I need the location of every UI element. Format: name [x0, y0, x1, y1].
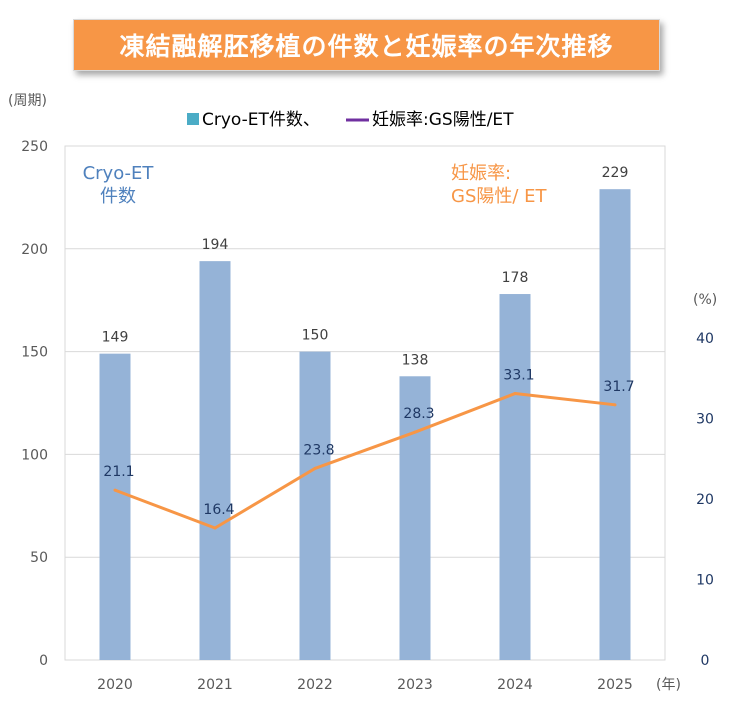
line-value-label: 16.4: [203, 502, 234, 518]
line-value-label: 28.3: [403, 406, 434, 422]
left-axis-tick-label: 0: [39, 653, 48, 669]
line-point-2023: [413, 430, 417, 434]
bar-2022: [299, 351, 331, 660]
bar-value-label: 229: [602, 165, 629, 181]
line-point-2025: [613, 403, 617, 407]
annotation-rate-line1: 妊娠率:: [451, 163, 511, 184]
line-value-label: 33.1: [503, 368, 534, 384]
line-value-label: 31.7: [603, 379, 634, 395]
line-point-2020: [113, 488, 117, 492]
right-axis-unit-label: (%): [693, 292, 717, 308]
left-axis-tick-label: 200: [21, 242, 48, 258]
annotation-count-line2: 件数: [100, 186, 136, 207]
annotation-count-line1: Cryo-ET: [83, 163, 155, 184]
bar-2023: [399, 376, 431, 660]
line-point-2021: [213, 526, 217, 530]
bar-value-label: 178: [502, 270, 529, 286]
legend-line-label: 妊娠率:GS陽性/ET: [372, 110, 514, 130]
bar-2025: [599, 189, 631, 660]
bar-value-label: 149: [102, 330, 129, 346]
x-axis-tick-label: 2024: [497, 677, 533, 693]
line-value-label: 23.8: [303, 442, 334, 458]
legend-bar-swatch: [187, 113, 199, 125]
left-axis-tick-label: 50: [30, 550, 48, 566]
left-axis-tick-label: 150: [21, 345, 48, 361]
line-point-2022: [313, 466, 317, 470]
line-point-2024: [513, 392, 517, 396]
right-axis-tick-label: 40: [696, 331, 714, 347]
bar-value-label: 194: [202, 237, 229, 253]
bar-value-label: 138: [402, 352, 429, 368]
bar-2020: [99, 353, 131, 660]
line-value-label: 21.1: [103, 464, 134, 480]
chart-title: 凍結融解胚移植の件数と妊娠率の年次推移: [119, 32, 614, 61]
right-axis-tick-label: 10: [696, 573, 714, 589]
right-axis-tick-label: 30: [696, 412, 714, 428]
line-series-pregnancy-rate: [114, 392, 616, 530]
right-axis-tick-label: 20: [696, 492, 714, 508]
left-axis-tick-label: 100: [21, 447, 48, 463]
annotation-rate-line2: GS陽性/ ET: [451, 186, 548, 207]
legend-bar-label: Cryo-ET件数、: [202, 110, 320, 130]
x-axis-tick-label: 2023: [397, 677, 433, 693]
chart-title-banner: 凍結融解胚移植の件数と妊娠率の年次推移: [73, 19, 660, 71]
x-axis-tick-label: 2022: [297, 677, 333, 693]
bar-2024: [499, 294, 531, 660]
x-axis-tick-label: 2025: [597, 677, 633, 693]
x-axis-tick-label: 2020: [97, 677, 133, 693]
left-axis-unit-label: (周期): [8, 93, 47, 109]
x-axis-tick-label: 2021: [197, 677, 233, 693]
x-axis-unit-label: (年): [656, 677, 681, 693]
bar-2021: [199, 261, 231, 660]
plot-area: [64, 145, 666, 661]
left-axis-tick-label: 250: [21, 139, 48, 155]
right-axis-tick-label: 0: [701, 653, 710, 669]
bar-value-label: 150: [302, 328, 329, 344]
